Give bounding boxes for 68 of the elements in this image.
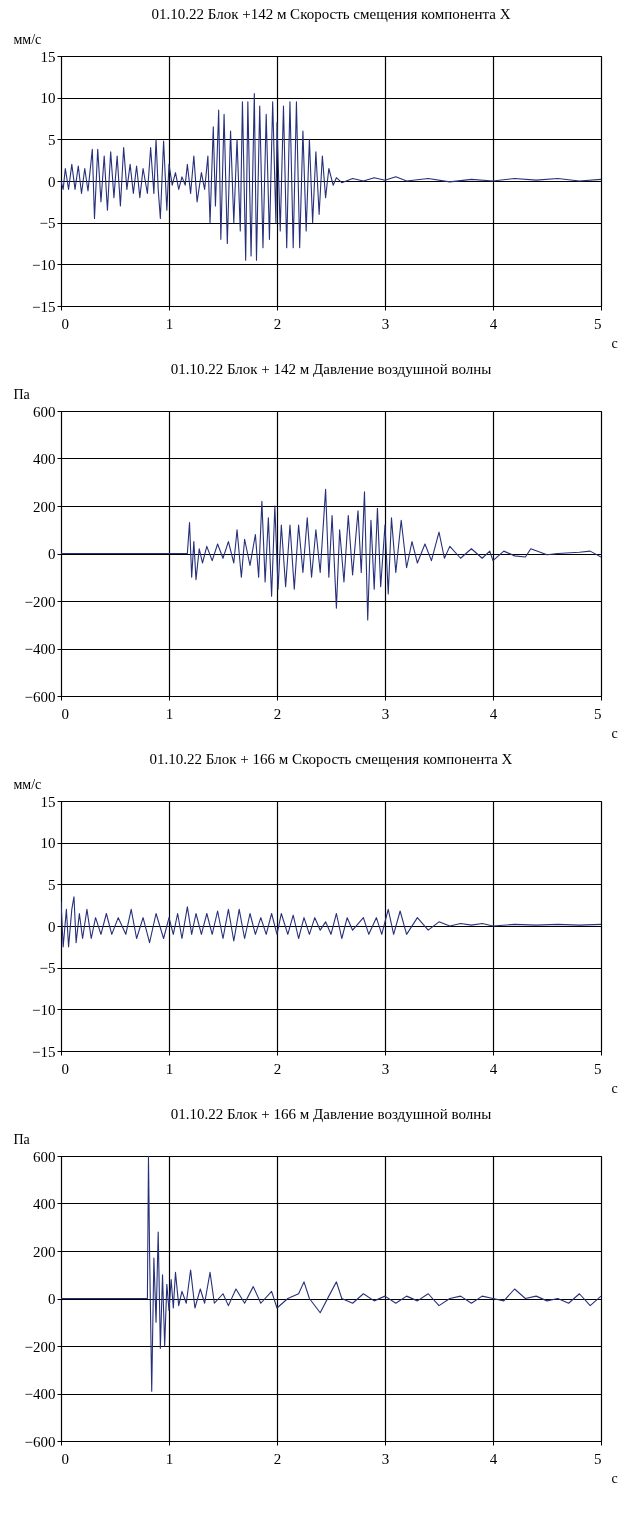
y-axis-title: Па (13, 386, 31, 402)
y-tick-label: −600 (24, 1433, 56, 1450)
y-tick-label: 15 (40, 48, 56, 65)
x-tick-label: 4 (489, 1060, 498, 1077)
x-tick-label: 0 (61, 705, 69, 722)
y-tick-label: 5 (48, 131, 56, 148)
x-tick-label: 4 (489, 1450, 498, 1467)
chart-title: 01.10.22 Блок + 166 м Давление воздушной волны (170, 1106, 492, 1122)
x-axis-title: с (611, 1080, 618, 1096)
x-tick-label: 5 (594, 1450, 602, 1467)
y-tick-label: −15 (32, 1043, 56, 1060)
y-tick-label: −10 (32, 1001, 56, 1018)
x-tick-label: 0 (61, 1450, 69, 1467)
y-tick-label: 200 (33, 1243, 56, 1260)
y-tick-label: −15 (32, 298, 56, 315)
y-tick-label: 0 (48, 1291, 56, 1307)
y-axis-title: Па (13, 1131, 31, 1147)
x-tick-label: 0 (61, 1060, 69, 1077)
y-tick-label: −5 (39, 960, 56, 977)
line-series (61, 488, 601, 621)
x-tick-label: 2 (273, 1450, 282, 1467)
x-tick-label: 2 (273, 1060, 282, 1077)
y-tick-label: 600 (33, 403, 56, 420)
y-tick-label: −600 (24, 688, 56, 705)
x-tick-label: 5 (594, 315, 602, 332)
y-tick-label: 10 (40, 90, 56, 107)
x-tick-label: 1 (165, 705, 174, 722)
y-tick-label: −5 (39, 215, 56, 232)
y-tick-label: 0 (48, 918, 56, 935)
x-tick-label: 4 (489, 315, 498, 332)
y-tick-label: −400 (24, 1386, 56, 1402)
x-tick-label: 3 (381, 1450, 390, 1467)
y-tick-label: −200 (24, 593, 56, 610)
x-tick-label: 3 (381, 705, 390, 722)
y-tick-label: −10 (32, 256, 56, 273)
x-tick-label: 4 (489, 705, 498, 722)
y-tick-label: 0 (48, 546, 56, 562)
y-tick-label: 200 (33, 498, 56, 515)
x-tick-label: 3 (381, 315, 390, 332)
line-series (61, 92, 601, 261)
x-axis-title: с (611, 1470, 618, 1486)
y-tick-label: 5 (48, 876, 56, 893)
y-axis-title: мм/с (13, 31, 42, 47)
x-axis-title: с (611, 335, 618, 351)
x-tick-label: 0 (61, 315, 69, 332)
y-tick-label: 15 (40, 793, 56, 810)
x-axis-title: с (611, 725, 618, 741)
x-tick-label: 1 (165, 1060, 174, 1077)
y-tick-label: 600 (33, 1148, 56, 1165)
x-tick-label: 5 (594, 1060, 602, 1077)
y-tick-label: −200 (24, 1338, 56, 1355)
y-tick-label: 400 (33, 1196, 56, 1212)
line-series (61, 1156, 601, 1392)
y-axis-title: мм/с (13, 776, 42, 792)
x-tick-label: 2 (273, 705, 282, 722)
y-tick-label: −400 (24, 641, 56, 657)
line-series (61, 896, 601, 948)
x-tick-label: 3 (381, 1060, 390, 1077)
y-tick-label: 10 (40, 835, 56, 852)
y-tick-label: 0 (48, 173, 56, 190)
y-tick-label: 400 (33, 451, 56, 467)
chart-title: 01.10.22 Блок + 166 м Скорость смещения компонента X (149, 751, 513, 767)
x-tick-label: 5 (594, 705, 602, 722)
x-tick-label: 1 (165, 1450, 174, 1467)
x-tick-label: 1 (165, 315, 174, 332)
chart-title: 01.10.22 Блок +142 м Скорость смещения компонента X (151, 6, 511, 22)
x-tick-label: 2 (273, 315, 282, 332)
chart-title: 01.10.22 Блок + 142 м Давление воздушной волны (170, 361, 492, 377)
